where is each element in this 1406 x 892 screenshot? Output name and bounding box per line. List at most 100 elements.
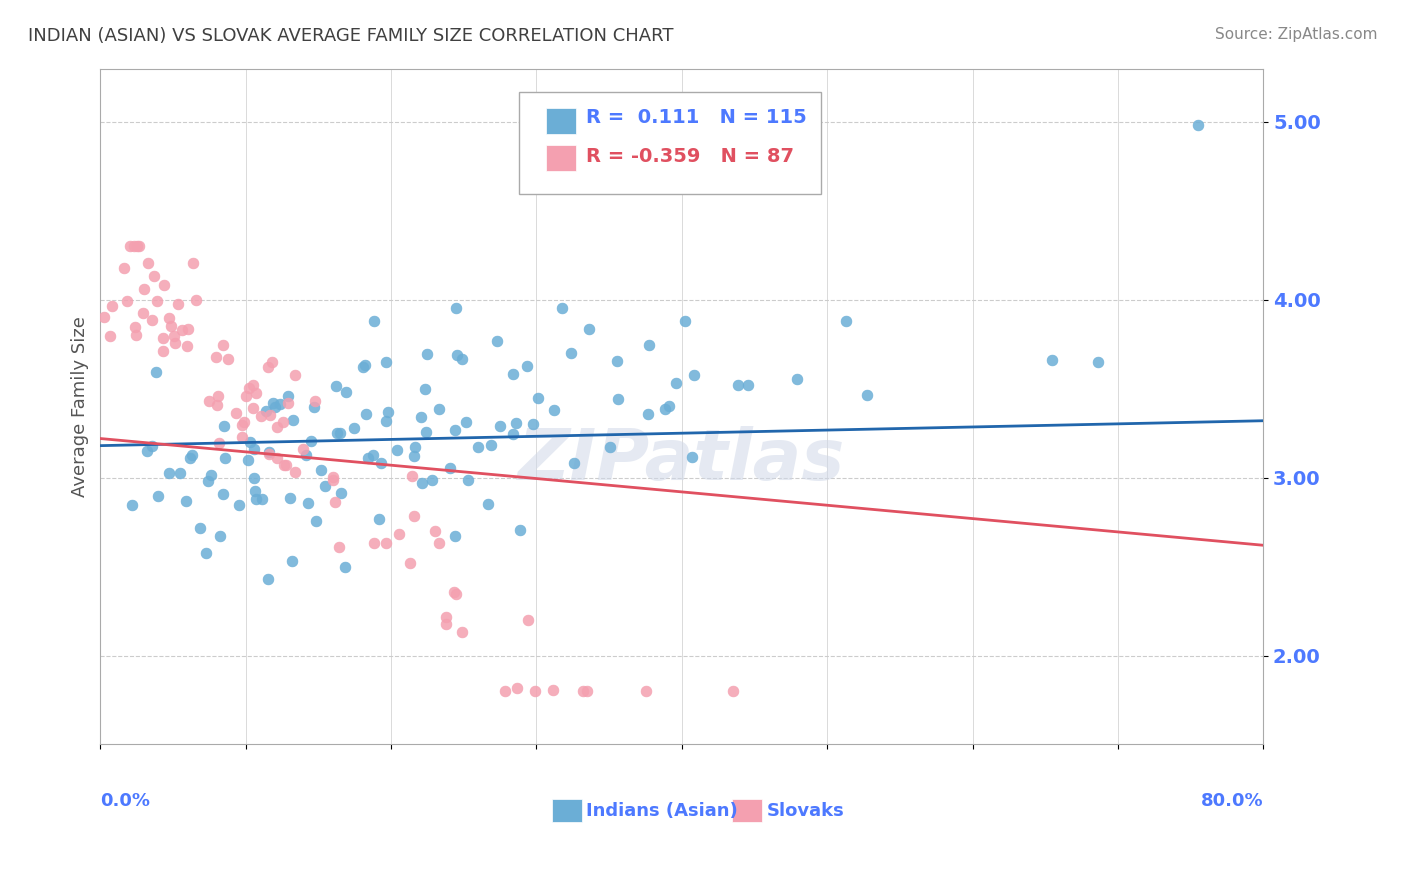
Point: [1040, 353, 1063, 368]
Point: [197, 475, 219, 489]
Point: [163, 329, 186, 343]
Point: [578, 322, 600, 336]
Point: [354, 359, 377, 373]
Point: [423, 524, 446, 539]
Text: R = -0.359   N = 87: R = -0.359 N = 87: [586, 147, 794, 166]
Point: [250, 409, 273, 424]
Point: [115, 293, 138, 308]
Point: [304, 394, 326, 409]
Point: [314, 479, 336, 493]
Point: [673, 314, 696, 328]
Point: [212, 419, 235, 434]
Point: [284, 466, 307, 480]
Text: 0.0%: 0.0%: [100, 792, 150, 810]
Point: [273, 458, 295, 472]
Point: [127, 239, 149, 253]
Point: [145, 365, 167, 379]
Point: [217, 351, 239, 366]
Point: [835, 314, 858, 328]
Point: [136, 444, 159, 458]
Point: [245, 491, 267, 506]
Point: [333, 559, 356, 574]
Point: [238, 381, 260, 395]
Point: [446, 347, 468, 361]
Text: ZIPatlas: ZIPatlas: [517, 426, 845, 495]
Point: [326, 425, 349, 440]
Point: [112, 261, 135, 276]
Point: [416, 347, 439, 361]
Point: [152, 344, 174, 359]
FancyBboxPatch shape: [546, 108, 576, 134]
Point: [252, 491, 274, 506]
Point: [551, 301, 574, 315]
Text: 80.0%: 80.0%: [1201, 792, 1263, 810]
Point: [259, 445, 281, 459]
Point: [665, 376, 688, 391]
Point: [402, 508, 425, 523]
Point: [179, 450, 201, 465]
Point: [485, 334, 508, 349]
Point: [231, 417, 253, 432]
Point: [576, 684, 599, 698]
Point: [266, 420, 288, 434]
Point: [502, 367, 524, 381]
Point: [205, 399, 228, 413]
Point: [402, 449, 425, 463]
Point: [93, 310, 115, 325]
Point: [637, 407, 659, 421]
Point: [541, 682, 564, 697]
Point: [606, 392, 628, 406]
Point: [446, 587, 468, 601]
Point: [302, 400, 325, 414]
Point: [415, 425, 437, 439]
Point: [446, 301, 468, 316]
Point: [146, 489, 169, 503]
Point: [411, 410, 433, 425]
Point: [509, 523, 531, 537]
Point: [522, 417, 544, 431]
Point: [239, 435, 262, 450]
Point: [543, 402, 565, 417]
Point: [142, 268, 165, 283]
Point: [235, 389, 257, 403]
Point: [160, 318, 183, 333]
Point: [325, 378, 347, 392]
Text: Indians (Asian): Indians (Asian): [586, 802, 738, 820]
Point: [683, 368, 706, 382]
Text: INDIAN (ASIAN) VS SLOVAK AVERAGE FAMILY SIZE CORRELATION CHART: INDIAN (ASIAN) VS SLOVAK AVERAGE FAMILY …: [28, 27, 673, 45]
Point: [370, 456, 392, 470]
Point: [413, 382, 436, 396]
Text: Source: ZipAtlas.com: Source: ZipAtlas.com: [1215, 27, 1378, 42]
Point: [243, 471, 266, 485]
Point: [564, 456, 586, 470]
Point: [354, 407, 377, 421]
Point: [638, 338, 661, 352]
Point: [188, 521, 211, 535]
Point: [786, 372, 808, 386]
Point: [169, 466, 191, 480]
Point: [152, 278, 174, 293]
Point: [136, 256, 159, 270]
Point: [1187, 119, 1209, 133]
Point: [856, 388, 879, 402]
Point: [375, 414, 398, 428]
Point: [420, 473, 443, 487]
Point: [444, 424, 467, 438]
Point: [399, 556, 422, 570]
Point: [141, 313, 163, 327]
Point: [357, 450, 380, 465]
Point: [352, 360, 374, 375]
Point: [411, 475, 433, 490]
Point: [124, 320, 146, 334]
Point: [295, 449, 318, 463]
Point: [606, 354, 628, 368]
Point: [450, 625, 472, 640]
Point: [443, 529, 465, 543]
Point: [266, 450, 288, 465]
Point: [443, 584, 465, 599]
Point: [329, 425, 352, 440]
Point: [323, 494, 346, 508]
Point: [277, 389, 299, 403]
Point: [176, 322, 198, 336]
Point: [277, 396, 299, 410]
